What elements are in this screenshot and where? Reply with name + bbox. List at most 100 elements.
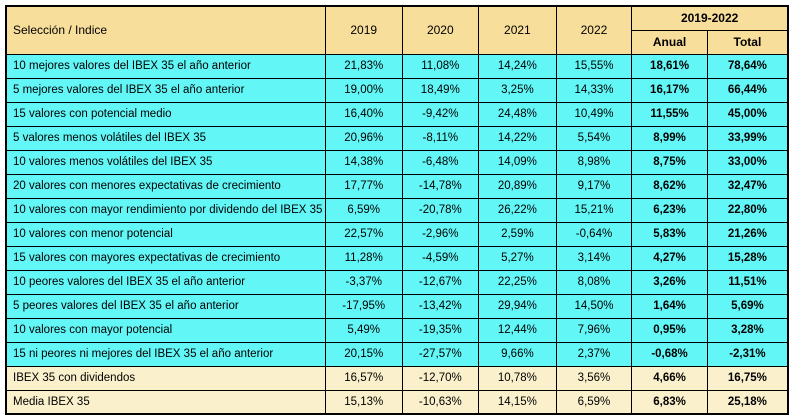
anual-value-cell: 5,83% <box>631 221 708 247</box>
year-value-cell: -19,35% <box>401 317 480 343</box>
row-label: 5 valores menos volátiles del IBEX 35 <box>5 125 326 151</box>
anual-value-cell: 8,75% <box>631 149 708 175</box>
total-value-cell: 15,28% <box>706 245 789 271</box>
year-value-cell: 19,00% <box>324 77 403 103</box>
anual-value-cell: 8,62% <box>631 173 708 199</box>
ibex-returns-table: Selección / Indice 2019 2020 2021 2022 2… <box>5 5 789 415</box>
year-value-cell: 14,50% <box>555 293 633 319</box>
strategy-row: 10 peores valores del IBEX 35 el año ant… <box>5 269 789 295</box>
year-value-cell: -27,57% <box>401 341 480 367</box>
year-value-cell: -2,96% <box>401 221 480 247</box>
row-label: Media IBEX 35 <box>5 389 326 415</box>
year-value-cell: 7,96% <box>555 317 633 343</box>
strategy-row: 15 valores con potencial medio 16,40% -9,4… <box>5 101 789 127</box>
year-value-cell: 10,78% <box>478 365 557 391</box>
strategy-row: 5 peores valores del IBEX 35 el año ante… <box>5 293 789 319</box>
total-value-cell: 16,75% <box>706 365 789 391</box>
year-value-cell: 8,08% <box>555 269 633 295</box>
total-value-cell: 45,00% <box>706 101 789 127</box>
header-row-sub: Anual Total <box>6 29 789 55</box>
anual-value-cell: 18,61% <box>631 53 708 79</box>
year-value-cell: -20,78% <box>401 197 480 223</box>
year-value-cell: 3,25% <box>478 77 557 103</box>
year-value-cell: 5,54% <box>555 125 633 151</box>
year-value-cell: 3,14% <box>555 245 633 271</box>
anual-value-cell: 6,83% <box>631 389 708 415</box>
column-header-2022: 2022 <box>555 5 633 55</box>
header-row-top: Selección / Indice 2019 2020 2021 2022 2… <box>5 5 789 55</box>
year-value-cell: 15,21% <box>555 197 633 223</box>
column-header-2019: 2019 <box>324 5 403 55</box>
total-value-cell: 66,44% <box>706 77 789 103</box>
year-value-cell: 9,17% <box>555 173 633 199</box>
year-value-cell: 26,22% <box>478 197 557 223</box>
strategy-row: 10 valores menos volátiles del IBEX 35 14… <box>5 149 789 175</box>
row-label: 10 valores con mayor rendimiento por div… <box>5 197 326 223</box>
strategy-row: 20 valores con menores expectativas de c… <box>5 173 789 199</box>
year-value-cell: -0,64% <box>555 221 633 247</box>
total-value-cell: 32,47% <box>706 173 789 199</box>
year-value-cell: -17,95% <box>324 293 403 319</box>
column-header-total: Total <box>706 29 789 55</box>
year-value-cell: 14,22% <box>478 125 557 151</box>
anual-value-cell: 6,23% <box>631 197 708 223</box>
year-value-cell: 21,83% <box>324 53 403 79</box>
row-label: 10 mejores valores del IBEX 35 el año an… <box>5 53 326 79</box>
row-label: 10 valores con menor potencial <box>5 221 326 247</box>
year-value-cell: -9,42% <box>401 101 480 127</box>
year-value-cell: 29,94% <box>478 293 557 319</box>
row-label: 15 valores con mayores expectativas de c… <box>5 245 326 271</box>
year-value-cell: -12,67% <box>401 269 480 295</box>
column-header-selection-index: Selección / Indice <box>5 5 326 55</box>
year-value-cell: 2,59% <box>478 221 557 247</box>
column-header-2021: 2021 <box>478 5 557 55</box>
year-value-cell: 16,57% <box>324 365 403 391</box>
year-value-cell: 16,40% <box>324 101 403 127</box>
year-value-cell: 9,66% <box>478 341 557 367</box>
strategy-row: 15 valores con mayores expectativas de c… <box>5 245 789 271</box>
total-value-cell: 5,69% <box>706 293 789 319</box>
row-label: 5 peores valores del IBEX 35 el año ante… <box>5 293 326 319</box>
table-body: 10 mejores valores del IBEX 35 el año an… <box>5 53 789 415</box>
year-value-cell: -8,11% <box>401 125 480 151</box>
anual-value-cell: 8,99% <box>631 125 708 151</box>
anual-value-cell: 0,95% <box>631 317 708 343</box>
row-label: IBEX 35 con dividendos <box>5 365 326 391</box>
year-value-cell: 10,49% <box>555 101 633 127</box>
column-header-anual: Anual <box>631 29 708 55</box>
row-label: 15 valores con potencial medio <box>5 101 326 127</box>
total-value-cell: 11,51% <box>706 269 789 295</box>
year-value-cell: 14,15% <box>478 389 557 415</box>
year-value-cell: 14,09% <box>478 149 557 175</box>
year-value-cell: -10,63% <box>401 389 480 415</box>
year-value-cell: 12,44% <box>478 317 557 343</box>
anual-value-cell: 16,17% <box>631 77 708 103</box>
total-value-cell: 22,80% <box>706 197 789 223</box>
year-value-cell: 5,49% <box>324 317 403 343</box>
year-value-cell: 11,28% <box>324 245 403 271</box>
year-value-cell: 14,38% <box>324 149 403 175</box>
row-label: 10 valores con mayor potencial <box>5 317 326 343</box>
row-label: 10 peores valores del IBEX 35 el año ant… <box>5 269 326 295</box>
year-value-cell: 6,59% <box>555 389 633 415</box>
year-value-cell: 17,77% <box>324 173 403 199</box>
benchmark-row: Media IBEX 35 15,13% -10,63% 14,15% 6,59% 6,8… <box>5 389 789 415</box>
row-label: 10 valores menos volátiles del IBEX 35 <box>5 149 326 175</box>
year-value-cell: 22,25% <box>478 269 557 295</box>
year-value-cell: -12,70% <box>401 365 480 391</box>
strategy-row: 5 valores menos volátiles del IBEX 35 20,… <box>5 125 789 151</box>
year-value-cell: 5,27% <box>478 245 557 271</box>
year-value-cell: 20,15% <box>324 341 403 367</box>
row-label: 20 valores con menores expectativas de c… <box>5 173 326 199</box>
column-header-2020: 2020 <box>401 5 480 55</box>
strategy-row: 10 mejores valores del IBEX 35 el año an… <box>5 53 789 79</box>
year-value-cell: 15,13% <box>324 389 403 415</box>
year-value-cell: 3,56% <box>555 365 633 391</box>
row-label: 5 mejores valores del IBEX 35 el año ant… <box>5 77 326 103</box>
anual-value-cell: 11,55% <box>631 101 708 127</box>
year-value-cell: 18,49% <box>401 77 480 103</box>
year-value-cell: -6,48% <box>401 149 480 175</box>
total-value-cell: 78,64% <box>706 53 789 79</box>
anual-value-cell: 3,26% <box>631 269 708 295</box>
